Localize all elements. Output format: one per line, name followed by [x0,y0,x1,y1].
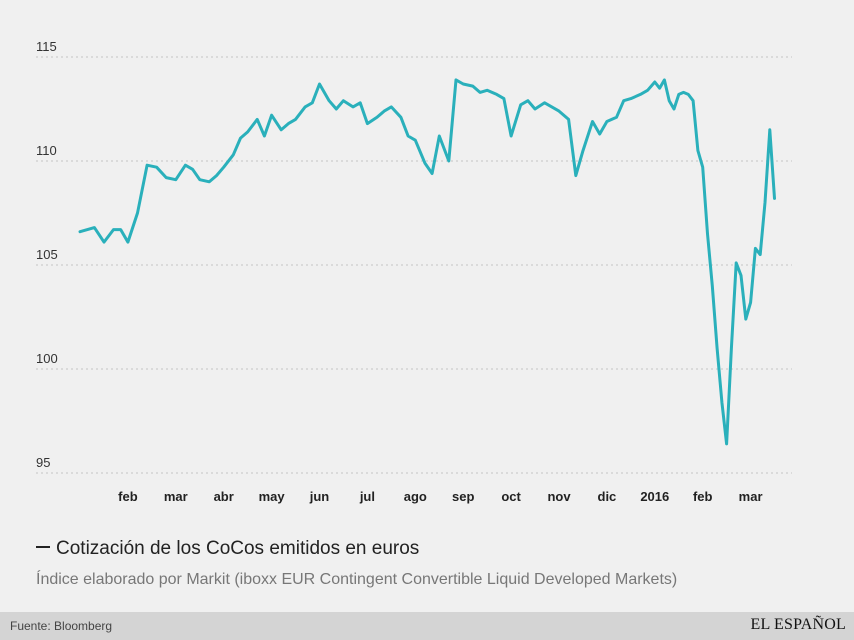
x-tick-label: dic [598,489,617,504]
x-tick-label: feb [693,489,713,504]
series-line-0 [78,78,776,446]
y-tick-label: 95 [36,455,50,470]
x-tick-label: jun [309,489,330,504]
footer: Fuente: Bloomberg EL ESPAÑOL [0,612,854,640]
y-axis-ticks: 95 100 105 110 115 [36,39,58,470]
x-tick-label: sep [452,489,474,504]
x-tick-label: oct [501,489,521,504]
line-chart: 95 100 105 110 115 feb mar abr may jun jul ago sep o… [36,39,792,504]
y-tick-label: 100 [36,351,58,366]
x-tick-label: may [259,489,286,504]
legend-swatch [36,545,50,548]
legend-label: Cotización de los CoCos emitidos en euro… [56,538,420,559]
y-tick-label: 115 [36,39,57,54]
y-tick-label: 105 [36,247,58,262]
x-tick-label: abr [214,489,234,504]
x-tick-label: ago [404,489,427,504]
source-text: Fuente: Bloomberg [10,619,113,633]
legend: Cotización de los CoCos emitidos en euro… [36,538,419,560]
x-tick-label: 2016 [640,489,669,504]
x-tick-label: mar [739,489,763,504]
x-tick-label: mar [164,489,188,504]
gridlines [36,56,792,474]
x-axis-ticks: feb mar abr may jun jul ago sep oct nov dic 2016 feb… [118,489,762,504]
y-tick-label: 110 [36,143,57,158]
chart-subtitle: Índice elaborado por Markit (iboxx EUR C… [36,571,678,588]
x-tick-label: feb [118,489,138,504]
series-layer [78,78,776,446]
publisher-logo: EL ESPAÑOL [750,616,846,633]
x-tick-label: jul [359,489,375,504]
x-tick-label: nov [547,489,571,504]
